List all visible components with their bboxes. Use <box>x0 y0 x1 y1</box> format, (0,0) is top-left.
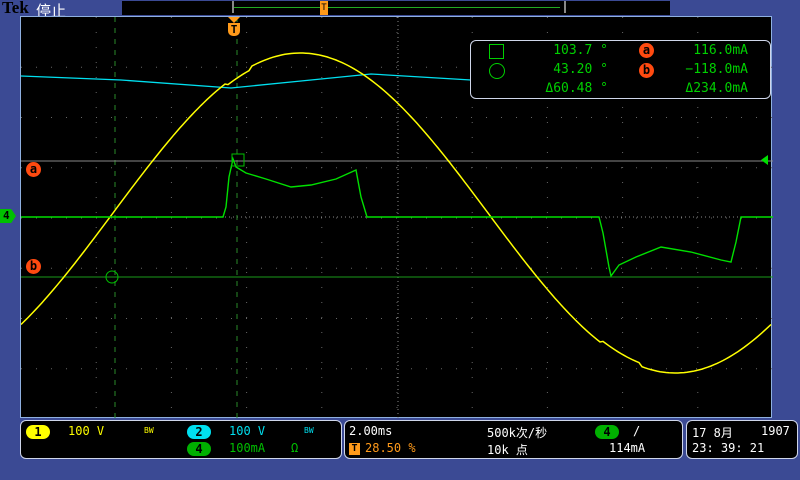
cursor-b-value: −118.0mA <box>685 62 748 77</box>
cursor2-value: 43.20 ° <box>553 62 608 77</box>
time-scale: 2.00ms <box>349 424 393 438</box>
trigger-level-arrow-icon[interactable] <box>761 155 768 165</box>
ch4-scale: 100mA <box>229 441 266 455</box>
tek-logo: Tek <box>2 0 29 17</box>
cursor-a-marker[interactable]: a <box>26 162 41 177</box>
cursor-a-value: 116.0mA <box>693 43 748 58</box>
ch1-bw-icon: BW <box>144 426 154 435</box>
cursor1-square-marker <box>231 153 245 167</box>
record-length: 10k 点 <box>487 443 528 457</box>
delta-time-value: Δ60.48 ° <box>545 81 608 96</box>
record-view-bar[interactable]: T <box>122 1 670 15</box>
trigger-level: 114mA <box>609 441 646 455</box>
timebase-panel[interactable]: 2.00ms T 28.50 % 500k次/秒 10k 点 4 / 114mA <box>344 420 683 459</box>
ch4-impedance-icon: Ω <box>291 441 299 455</box>
cursor-b-icon: b <box>639 63 654 78</box>
cursor2-circle-marker <box>105 270 119 284</box>
ch4-trace <box>21 156 773 278</box>
ch1-scale: 100 V <box>68 424 105 438</box>
ch1-badge[interactable]: 1 <box>26 425 50 439</box>
cursor1-square-icon <box>489 44 504 59</box>
record-window <box>232 1 566 13</box>
ch2-scale: 100 V <box>229 424 266 438</box>
trigger-position: 28.50 % <box>365 441 416 455</box>
record-trigger-marker: T <box>320 1 328 15</box>
cursor-readout: 103.7 ° 43.20 ° Δ60.48 ° a b 116.0mA −11… <box>470 40 771 99</box>
ch4-ground-marker[interactable]: 4 <box>0 209 16 223</box>
ch1-trace <box>21 52 772 374</box>
year: 1907 <box>761 424 790 438</box>
ch4-badge[interactable]: 4 <box>187 442 211 456</box>
cursor-a-icon: a <box>639 43 654 58</box>
ch2-trace <box>21 73 472 89</box>
ch2-bw-icon: BW <box>304 426 314 435</box>
ch2-badge[interactable]: 2 <box>187 425 211 439</box>
record-window-line <box>234 7 560 8</box>
cursor2-circle-icon <box>489 63 505 79</box>
trigger-source-badge[interactable]: 4 <box>595 425 619 439</box>
acquisition-state: 停止 <box>36 2 67 20</box>
date: 17 8月 <box>692 426 733 440</box>
cursor1-value: 103.7 ° <box>553 43 608 58</box>
cursor-b-marker[interactable]: b <box>26 259 41 274</box>
clock-panel: 17 8月 1907 23: 39: 21 <box>686 420 798 459</box>
time: 23: 39: 21 <box>692 441 765 455</box>
delta-amp-value: Δ234.0mA <box>685 81 748 96</box>
trigger-pos-icon: T <box>349 443 360 455</box>
trigger-t-icon: T <box>228 23 240 36</box>
channel-panel[interactable]: 1 100 V BW 2 100 V BW 4 100mA Ω <box>20 420 342 459</box>
graticule <box>21 17 773 419</box>
trigger-position-marker[interactable]: T <box>228 17 241 37</box>
trigger-slope-icon: / <box>633 424 641 438</box>
sample-rate: 500k次/秒 <box>487 426 548 440</box>
